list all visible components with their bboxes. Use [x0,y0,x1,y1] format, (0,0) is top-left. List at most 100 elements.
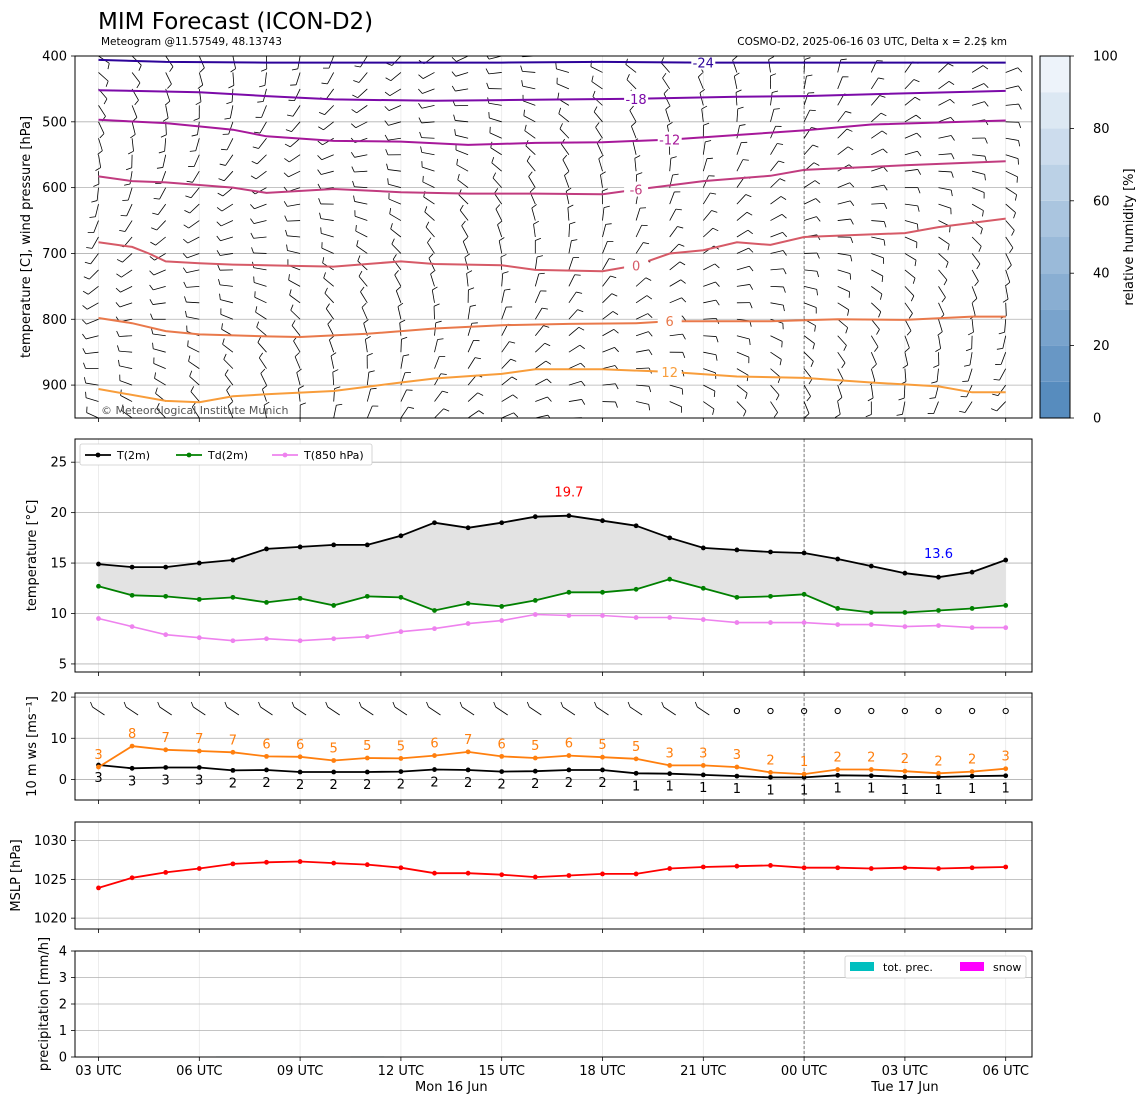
wind-barb-flag [119,229,126,232]
wind-barb-flag [544,342,551,347]
wind-barb-flag [287,114,294,117]
wind-barb [256,154,267,165]
wind-barb-flag [917,223,919,231]
wind-barb [190,187,200,198]
wind-barb-flag [629,105,634,111]
ws-value-label: 2 [498,778,506,793]
gust-value-label: 2 [867,751,875,766]
gust-value-label: 5 [531,739,539,754]
wind-barb [155,236,166,246]
wind-barb-flag [581,399,586,405]
wind-barb [559,128,570,139]
y-tick-label: 1020 [34,912,67,927]
ws-point [499,769,505,775]
mslp-point [297,859,303,864]
wind-barb [837,335,847,346]
wind-barb-flag [874,346,879,352]
rh-colorbar: 0 20 40 60 80 100 relative humidity [%] [1039,50,1137,427]
isotherm-line [98,118,1006,146]
t850-line [98,613,1006,642]
wind-barb [703,351,717,356]
t2m-point [432,520,437,526]
wind-barb-flag [103,98,108,105]
wind-barb-flag [808,378,813,385]
wind-barb-flag [442,390,449,394]
wind-barb [971,203,984,211]
t850-point [936,623,941,629]
wind-barb-flag [615,383,619,390]
wind-barb [938,153,952,156]
td2m-point [196,596,202,602]
wind-barb [287,235,301,238]
gust-point [532,755,538,761]
y-tick-label: 500 [42,115,67,130]
max-temperature-label: 19.7 [554,486,583,501]
wind-barb [871,148,884,156]
wind-barb [904,79,915,90]
wind-barb-flag [294,352,300,357]
wind-barb-flag [394,270,399,276]
wind-barb [804,417,805,418]
wind-barb [290,137,301,148]
t2m-point [768,549,773,555]
wind-barb-flag [1018,140,1021,147]
wind-barb-flag [974,280,979,287]
y-tick-label: 10 [50,607,67,622]
wind-barb [770,250,784,254]
wind-barb [126,203,133,217]
wind-barb [703,335,717,337]
ws-value-label: 2 [397,778,405,793]
wind-barb [434,408,444,418]
wind-barb-flag [779,178,786,182]
wind-barb [153,348,166,353]
wind-barb [1005,236,1014,249]
mslp-point [835,865,841,871]
wind-barb [257,342,267,353]
wind-barb [971,417,973,418]
isotherm-label-bg [624,257,649,273]
td2m-point [902,610,908,615]
td2m-point [129,592,135,598]
wind-barb [289,294,301,304]
wind-barb [770,196,782,205]
wind-barb-flag [336,403,343,406]
wind-barb [870,95,881,106]
wind-barb-flag [477,392,484,396]
wind-barb [390,228,402,238]
wind-barb-flag [523,109,525,116]
wind-barb [355,230,368,238]
wind-barb [219,253,233,256]
wind-barb-flag [749,284,754,290]
wind-barb [602,258,610,271]
wind-barb-flag [162,117,169,122]
t2m-point [129,564,135,570]
precip-panel: 0 1 2 3 4 precipitation [mm/h] tot. prec. snow 0… [37,937,1033,1095]
gust-value-label: 5 [397,739,405,754]
wind-barb [354,154,368,158]
mslp-point [768,863,773,868]
wind-barb-flag [845,327,849,334]
wind-barb [95,203,99,217]
wind-barb [669,417,671,418]
wind-barb-flag [443,408,450,412]
wind-barb [596,706,609,716]
legend-marker [95,452,101,458]
wind-barb-flag [153,198,160,200]
wind-barb [430,273,435,287]
wind-barb-flag [257,101,264,103]
isotherm-line [98,160,1006,196]
wind-barb [154,378,166,386]
y-tick-label: 0 [59,773,67,788]
wind-barb-flag [427,237,432,243]
wind-barb-flag [183,281,187,288]
wind-barb-flag [815,198,821,203]
wind-barb [1005,187,1017,196]
wind-barb-flag [883,166,888,172]
wind-barb-flag [151,328,154,335]
t850-point [331,636,337,642]
wind-barb [501,306,507,320]
wind-barb-flag [90,701,93,708]
wind-barb-flag [149,256,155,261]
td2m-point [566,589,572,595]
wind-barb [422,72,435,79]
